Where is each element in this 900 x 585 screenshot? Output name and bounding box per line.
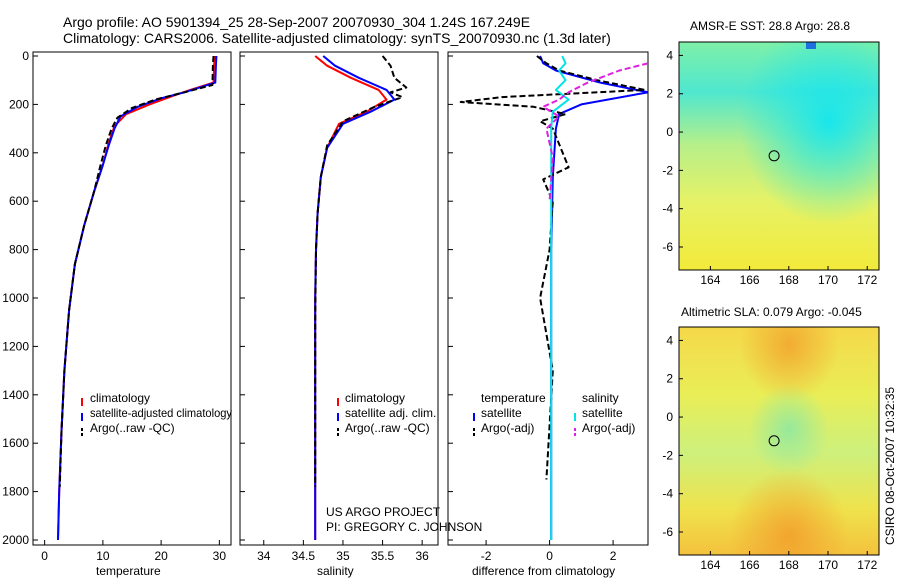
y-tick-label: -2 (662, 163, 673, 177)
y-tick-label: 2000 (2, 533, 29, 547)
series-line-salinity-argo-adj- (542, 62, 648, 202)
x-tick-label: 2 (610, 549, 617, 563)
difference-xlabel: difference from climatology (472, 564, 615, 578)
series-line-climatology (57, 55, 216, 541)
y-tick-label: 2 (666, 372, 673, 386)
y-tick-label: 600 (9, 194, 29, 208)
legend-label: satellite-adjusted climatology (90, 406, 232, 420)
x-tick-label: 168 (779, 273, 799, 287)
salinity-xlabel: salinity (317, 564, 354, 578)
x-tick-label: 30 (213, 549, 227, 563)
series-line-temperature-satellite (539, 55, 648, 540)
legend-label: Argo(-adj) (582, 421, 635, 435)
x-tick-label: 35 (336, 549, 350, 563)
argo-location-marker (768, 435, 780, 447)
legend-label: Argo(-adj) (481, 421, 534, 435)
x-tick-label: 0 (41, 549, 48, 563)
series-line-satellite (57, 55, 218, 541)
x-tick-label: 164 (700, 273, 720, 287)
temperature-panel: 0 10 20 30 0 200 400 600 800 1000 1200 1400 1600 1800… (2, 49, 232, 578)
x-tick-label: 0 (546, 549, 553, 563)
x-tick-label: 20 (154, 549, 168, 563)
y-tick-label: 1200 (2, 339, 29, 353)
x-tick-label: 34 (257, 549, 271, 563)
legend-label: climatology (90, 391, 150, 405)
header-line2: Climatology: CARS2006. Satellite-adjuste… (63, 30, 611, 46)
sst-patch (806, 42, 816, 49)
y-tick-label: -4 (662, 202, 673, 216)
x-tick-label: 166 (740, 273, 760, 287)
y-tick-label: 0 (22, 49, 29, 63)
legend-heading-temperature: temperature (481, 391, 546, 405)
series-line-satellite (314, 55, 396, 540)
y-tick-label: 0 (666, 410, 673, 424)
legend-label: satellite (481, 406, 522, 420)
legend-label: satellite adj. clim. (345, 406, 436, 420)
y-tick-label: -6 (662, 525, 673, 539)
sla-map-title: Altimetric SLA: 0.079 Argo: -0.045 (681, 305, 862, 319)
difference-panel: -2 0 2 difference from climatology tempera… (447, 51, 649, 578)
legend-label: satellite (582, 406, 623, 420)
legend-label: Argo(..raw -QC) (345, 421, 430, 435)
x-tick-label: 168 (779, 558, 799, 572)
x-tick-label: 164 (700, 558, 720, 572)
x-tick-label: 172 (857, 273, 877, 287)
legend-label: climatology (345, 391, 405, 405)
legend-label: Argo(..raw -QC) (90, 421, 175, 435)
sla-map: Altimetric SLA: 0.079 Argo: -0.045 164 16… (662, 305, 880, 572)
x-tick-label: 35.5 (371, 549, 395, 563)
y-tick-label: -2 (662, 448, 673, 462)
x-tick-label: 170 (818, 273, 838, 287)
y-tick-label: 4 (666, 48, 673, 62)
temperature-legend: climatology satellite-adjusted climatolo… (81, 391, 232, 436)
pi-label: PI: GREGORY C. JOHNSON (326, 520, 482, 534)
x-tick-label: 172 (857, 558, 877, 572)
x-tick-label: 36 (415, 549, 429, 563)
header-line1: Argo profile: AO 5901394_25 28-Sep-2007 … (63, 14, 530, 30)
x-tick-label: 10 (96, 549, 110, 563)
series-line-argo (314, 55, 408, 487)
y-tick-label: -4 (662, 487, 673, 501)
project-label: US ARGO PROJECT (326, 505, 441, 519)
temperature-axes (32, 51, 232, 546)
y-tick-label: 1600 (2, 436, 29, 450)
y-tick-label: -6 (662, 240, 673, 254)
y-tick-label: 4 (666, 333, 673, 347)
x-tick-label: 170 (818, 558, 838, 572)
y-tick-label: 800 (9, 243, 29, 257)
sst-map-frame (678, 41, 880, 271)
legend-heading-salinity: salinity (582, 391, 619, 405)
y-tick-label: 200 (9, 97, 29, 111)
argo-location-marker (768, 150, 780, 162)
y-tick-label: 400 (9, 146, 29, 160)
y-tick-label: 0 (666, 125, 673, 139)
y-tick-label: 2 (666, 87, 673, 101)
x-tick-label: 34.5 (292, 549, 316, 563)
sla-map-frame (678, 326, 880, 556)
y-tick-label: 1800 (2, 485, 29, 499)
salinity-legend: climatology satellite adj. clim. Argo(..… (337, 391, 436, 436)
x-tick-label: -2 (481, 549, 492, 563)
x-tick-label: 166 (740, 558, 760, 572)
salinity-panel: 34 34.5 35 35.5 36 salinity climatology sate… (239, 51, 482, 578)
sst-map: AMSR-E SST: 28.8 Argo: 28.8 164 166 168 170… (662, 19, 880, 287)
timestamp-stamp: CSIRO 08-Oct-2007 10:32:35 (883, 387, 897, 545)
series-line-argo (58, 55, 215, 487)
y-tick-label: 1000 (2, 291, 29, 305)
temperature-xlabel: temperature (96, 564, 161, 578)
series-line-salinity-satellite (550, 55, 570, 540)
series-line-climatology (314, 55, 388, 540)
difference-legend: temperature salinity satellite Argo(-adj… (473, 391, 635, 436)
y-tick-label: 1400 (2, 388, 29, 402)
sst-map-title: AMSR-E SST: 28.8 Argo: 28.8 (690, 19, 850, 33)
